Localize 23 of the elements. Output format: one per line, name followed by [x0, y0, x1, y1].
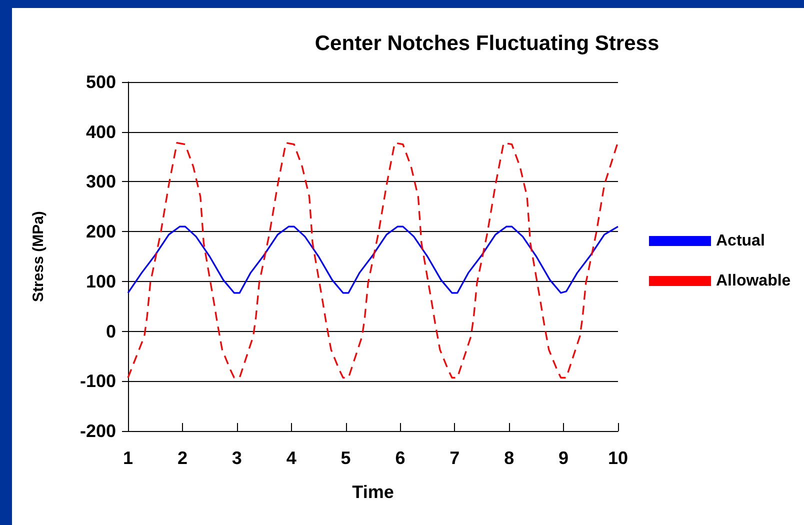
x-tick-label: 7 [450, 448, 460, 468]
y-tick-label: -100 [80, 371, 116, 392]
x-tick-label: 5 [340, 448, 351, 468]
x-axis-title: Time [352, 482, 394, 502]
y-tick-label: 300 [86, 172, 116, 192]
x-tick-label: 8 [504, 448, 514, 468]
y-tick-label: -200 [80, 421, 116, 441]
x-tick-label: 9 [558, 448, 569, 468]
x-tick-label: 1 [122, 448, 134, 468]
chart-title: Center Notches Fluctuating Stress [314, 32, 660, 55]
legend-label: Actual [716, 232, 765, 250]
y-tick-label: 500 [86, 72, 116, 92]
y-tick-label: 200 [86, 222, 116, 242]
x-tick-label: 10 [608, 448, 628, 468]
y-tick-label: 400 [86, 122, 116, 142]
y-tick-label: 100 [86, 271, 116, 292]
y-tick-label: 0 [106, 321, 116, 342]
x-tick-label: 4 [286, 448, 296, 468]
x-tick-label: 2 [177, 448, 188, 468]
legend-label: Allowable [716, 272, 791, 290]
x-tick-label: 3 [232, 448, 242, 468]
y-axis-title: Stress (MPa) [30, 211, 47, 302]
x-tick-label: 6 [395, 448, 406, 468]
